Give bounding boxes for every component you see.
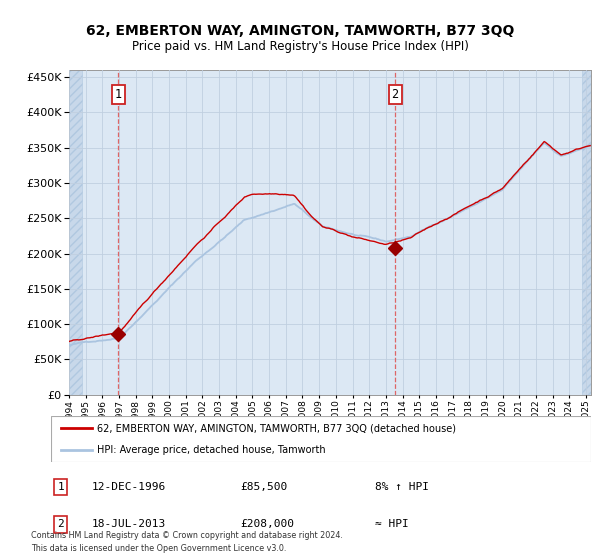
Text: Price paid vs. HM Land Registry's House Price Index (HPI): Price paid vs. HM Land Registry's House …: [131, 40, 469, 53]
Text: 62, EMBERTON WAY, AMINGTON, TAMWORTH, B77 3QQ: 62, EMBERTON WAY, AMINGTON, TAMWORTH, B7…: [86, 24, 514, 38]
Text: 12-DEC-1996: 12-DEC-1996: [91, 482, 166, 492]
Text: Contains HM Land Registry data © Crown copyright and database right 2024.
This d: Contains HM Land Registry data © Crown c…: [31, 531, 343, 553]
Text: HPI: Average price, detached house, Tamworth: HPI: Average price, detached house, Tamw…: [97, 445, 326, 455]
Text: ≈ HPI: ≈ HPI: [375, 520, 409, 529]
Text: 62, EMBERTON WAY, AMINGTON, TAMWORTH, B77 3QQ (detached house): 62, EMBERTON WAY, AMINGTON, TAMWORTH, B7…: [97, 423, 456, 433]
FancyBboxPatch shape: [51, 416, 591, 462]
Bar: [582, 70, 591, 395]
Bar: [69, 70, 82, 395]
Text: £85,500: £85,500: [240, 482, 287, 492]
Text: 8% ↑ HPI: 8% ↑ HPI: [375, 482, 429, 492]
Text: 2: 2: [391, 88, 398, 101]
Text: 2: 2: [58, 520, 64, 529]
Text: £208,000: £208,000: [240, 520, 294, 529]
Text: 1: 1: [115, 88, 122, 101]
Text: 18-JUL-2013: 18-JUL-2013: [91, 520, 166, 529]
Text: 1: 1: [58, 482, 64, 492]
